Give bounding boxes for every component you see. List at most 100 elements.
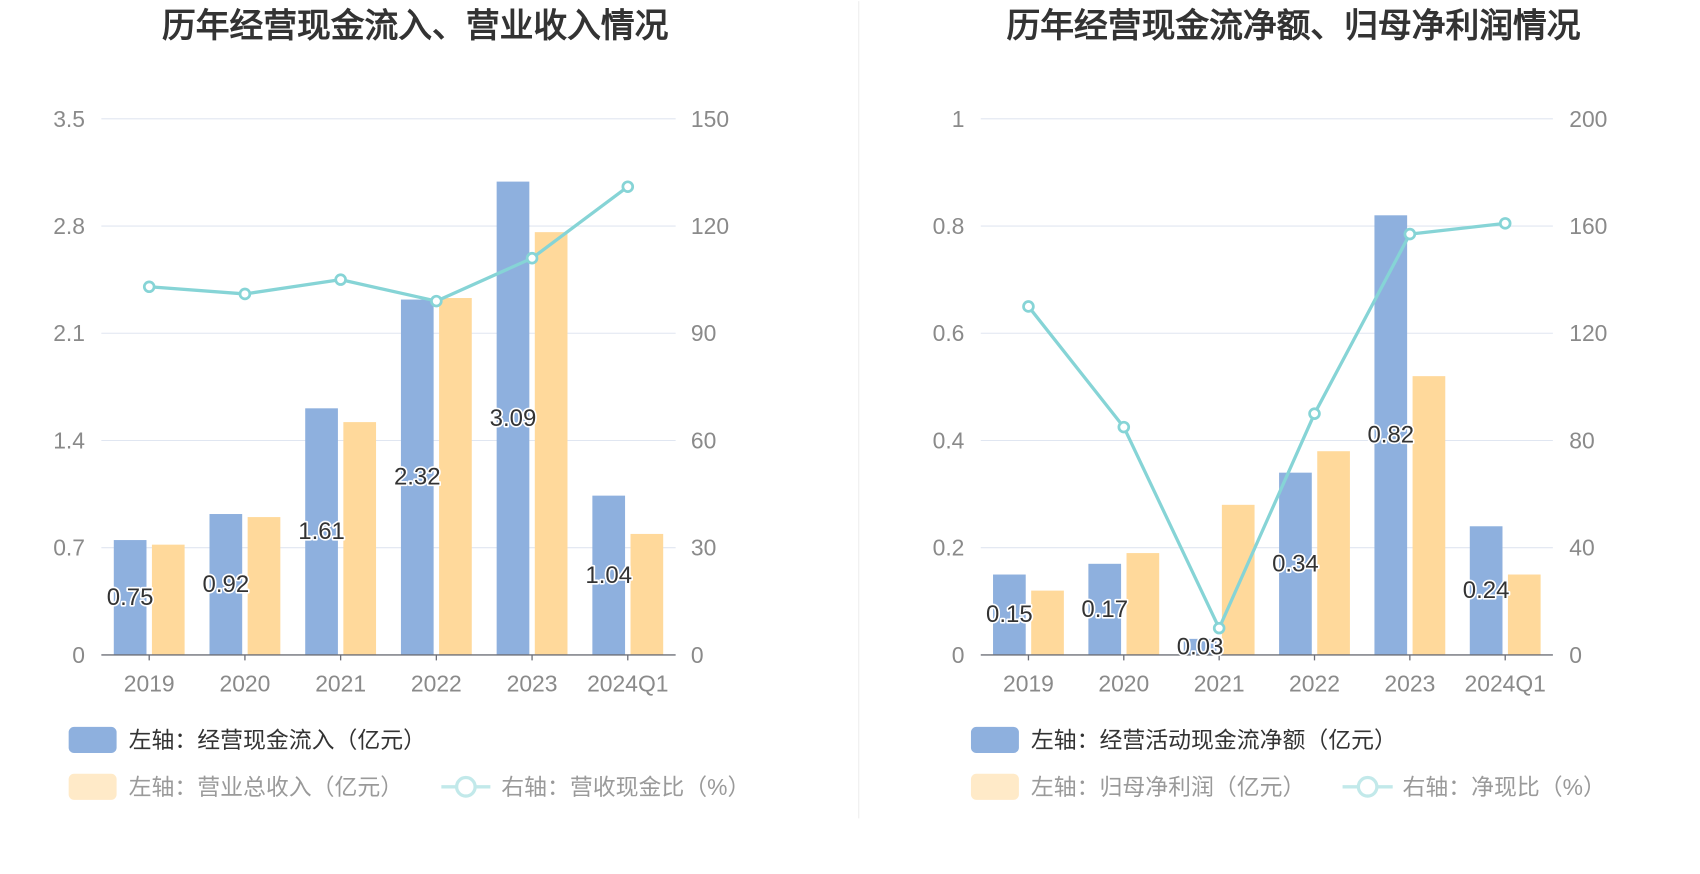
cash-inflow-data-label-2019: 0.75: [107, 584, 154, 611]
x-tick-label: 2021: [1194, 670, 1245, 696]
legend-label: 左轴：归母净利润（亿元）: [1031, 774, 1306, 800]
cash-inflow-data-label-2022: 2.32: [394, 464, 441, 491]
y-left-tick-label: 2.1: [53, 320, 85, 346]
legend-bar-swatch-icon: [68, 726, 117, 754]
cash-inflow-revenue-chart: 历年经营现金流入、营业收入情况 0 0.7 1.4 2.1 2.8 3.5 0 30 60 90 1…: [53, 6, 750, 800]
operating-net-cash-flow-bar-2022: [1279, 472, 1312, 655]
revenue-bar-2021: [343, 422, 377, 655]
legend-item-cash-revenue-ratio[interactable]: 右轴：营收现金比（%）: [441, 774, 750, 800]
operating-net-cash-flow-bar-2020: [1088, 563, 1122, 655]
plot-area: 0 0.7 1.4 2.1 2.8 3.5 0 30 60 90 120 150 2019 2020 202…: [53, 106, 729, 696]
net-cash-ratio-point-2021: [1212, 621, 1226, 635]
cash-inflow-data-label-2020: 0.92: [203, 571, 250, 598]
legend-item-net-cash-ratio[interactable]: 右轴：净现比（%）: [1342, 774, 1606, 800]
legend-marker-icon: [454, 775, 477, 798]
y-right-tick-label: 40: [1569, 535, 1594, 561]
x-tick-label: 2021: [315, 670, 366, 696]
operating-net-cash-flow-data-label-2022: 0.34: [1272, 550, 1319, 577]
net-profit-bar-2022: [1317, 451, 1350, 655]
cash-inflow-data-label-2023: 3.09: [490, 405, 537, 432]
net-cash-ratio-point-2024Q1: [1498, 217, 1512, 230]
y-right-tick-label: 80: [1569, 427, 1594, 453]
chart-title: 历年经营现金流入、营业收入情况: [162, 6, 669, 45]
plot-area: 0 0.2 0.4 0.6 0.8 1 0 40 80 120 160 200 2019 2020 2021…: [933, 106, 1608, 696]
y-right-tick-label: 160: [1569, 213, 1607, 239]
legend-line-marker-icon: [441, 775, 491, 798]
legend-label: 左轴：营业总收入（亿元）: [129, 774, 404, 800]
y-left-tick-label: 0.2: [933, 535, 965, 561]
net-cash-ratio-line: [1027, 221, 1506, 630]
legend-item-cash-inflow[interactable]: 左轴：经营现金流入（亿元）: [68, 726, 426, 754]
x-tick-label: 2020: [219, 670, 270, 696]
operating-net-cash-flow-data-label-2024Q1: 0.24: [1463, 577, 1510, 604]
legend: 左轴：经营活动现金流净额（亿元） 左轴：归母净利润（亿元） 右轴：净现比（%）: [970, 726, 1606, 800]
net-cash-ratio-point-2023: [1403, 227, 1417, 241]
revenue-bar-2024Q1: [630, 533, 664, 655]
cash-inflow-bar-2021: [305, 408, 338, 655]
net-profit-bar-2020: [1126, 553, 1160, 655]
y-right-tick-label: 120: [1569, 320, 1607, 346]
legend-bar-swatch-icon: [970, 773, 1019, 800]
y-left-tick-label: 0.8: [933, 213, 965, 239]
legend: 左轴：经营现金流入（亿元） 左轴：营业总收入（亿元） 右轴：营收现金比（%）: [68, 726, 750, 800]
x-tick-label: 2022: [411, 670, 462, 696]
x-tick-label: 2023: [1384, 670, 1435, 696]
cash-inflow-bar-2024Q1: [592, 495, 626, 655]
revenue-bar-2022: [439, 298, 472, 655]
cash-inflow-data-label-2024Q1: 1.04: [585, 562, 632, 589]
net-profit-bar-2023: [1412, 376, 1446, 655]
y-left-tick-label: 0: [952, 642, 965, 668]
x-tick-label: 2022: [1289, 670, 1340, 696]
y-right-tick-label: 120: [691, 213, 729, 239]
legend-marker-icon: [1356, 775, 1379, 798]
y-left-tick-label: 0.6: [933, 320, 965, 346]
revenue-bar-2019: [151, 544, 185, 655]
y-left-tick-label: 1.4: [53, 427, 85, 453]
x-tick-label: 2019: [124, 670, 175, 696]
x-tick-label: 2024Q1: [1465, 670, 1546, 696]
y-left-tick-label: 2.8: [53, 213, 85, 239]
operating-net-cash-flow-data-label-2023: 0.82: [1367, 422, 1414, 449]
legend-item-net-profit[interactable]: 左轴：归母净利润（亿元）: [970, 773, 1306, 800]
y-left-tick-label: 1: [952, 106, 965, 132]
legend-label: 右轴：净现比（%）: [1403, 774, 1606, 800]
y-left-tick-label: 0.4: [933, 427, 965, 453]
cash-inflow-bar-2020: [209, 514, 243, 655]
cash-revenue-ratio-point-2024Q1: [621, 180, 635, 193]
revenue-bar-2020: [247, 517, 281, 655]
net-profit-bar-2021: [1221, 504, 1255, 655]
net-cash-flow-net-profit-chart: 历年经营现金流净额、归母净利润情况 0 0.2 0.4 0.6 0.8 1 0 40 80 120…: [933, 6, 1608, 800]
cash-revenue-ratio-point-2021: [334, 273, 347, 286]
x-tick-label: 2019: [1003, 670, 1054, 696]
y-right-tick-label: 0: [1569, 642, 1582, 668]
y-left-tick-label: 0: [72, 642, 85, 668]
legend-line-marker-icon: [1342, 775, 1393, 798]
x-tick-label: 2024Q1: [587, 670, 668, 696]
cash-revenue-ratio-point-2023: [525, 251, 539, 265]
cash-revenue-ratio-point-2022: [430, 294, 443, 308]
legend-label: 左轴：经营现金流入（亿元）: [129, 727, 426, 753]
y-right-tick-label: 150: [691, 106, 729, 132]
net-cash-ratio-point-2019: [1022, 300, 1035, 313]
cash-inflow-bar-2022: [400, 299, 434, 655]
legend-item-revenue[interactable]: 左轴：营业总收入（亿元）: [68, 773, 404, 800]
cash-revenue-ratio-point-2019: [142, 280, 156, 294]
x-tick-label: 2023: [507, 670, 558, 696]
chart-title: 历年经营现金流净额、归母净利润情况: [1007, 6, 1581, 45]
y-left-tick-label: 3.5: [53, 106, 85, 132]
operating-net-cash-flow-bar-2019: [993, 574, 1026, 655]
net-cash-ratio-point-2022: [1308, 407, 1321, 420]
x-tick-label: 2020: [1098, 670, 1149, 696]
net-cash-ratio-point-2020: [1117, 420, 1131, 434]
operating-net-cash-flow-bar-2021: [1183, 638, 1217, 655]
cash-revenue-ratio-point-2020: [238, 287, 252, 301]
cash-revenue-ratio-line: [149, 185, 629, 303]
y-right-tick-label: 200: [1569, 106, 1607, 132]
y-right-tick-label: 60: [691, 427, 716, 453]
operating-net-cash-flow-data-label-2019: 0.15: [986, 601, 1033, 628]
legend-bar-swatch-icon: [970, 726, 1019, 754]
legend-item-operating-net-cash-flow[interactable]: 左轴：经营活动现金流净额（亿元）: [970, 726, 1397, 754]
legend-bar-swatch-icon: [68, 773, 117, 800]
net-profit-bar-2024Q1: [1507, 574, 1541, 655]
